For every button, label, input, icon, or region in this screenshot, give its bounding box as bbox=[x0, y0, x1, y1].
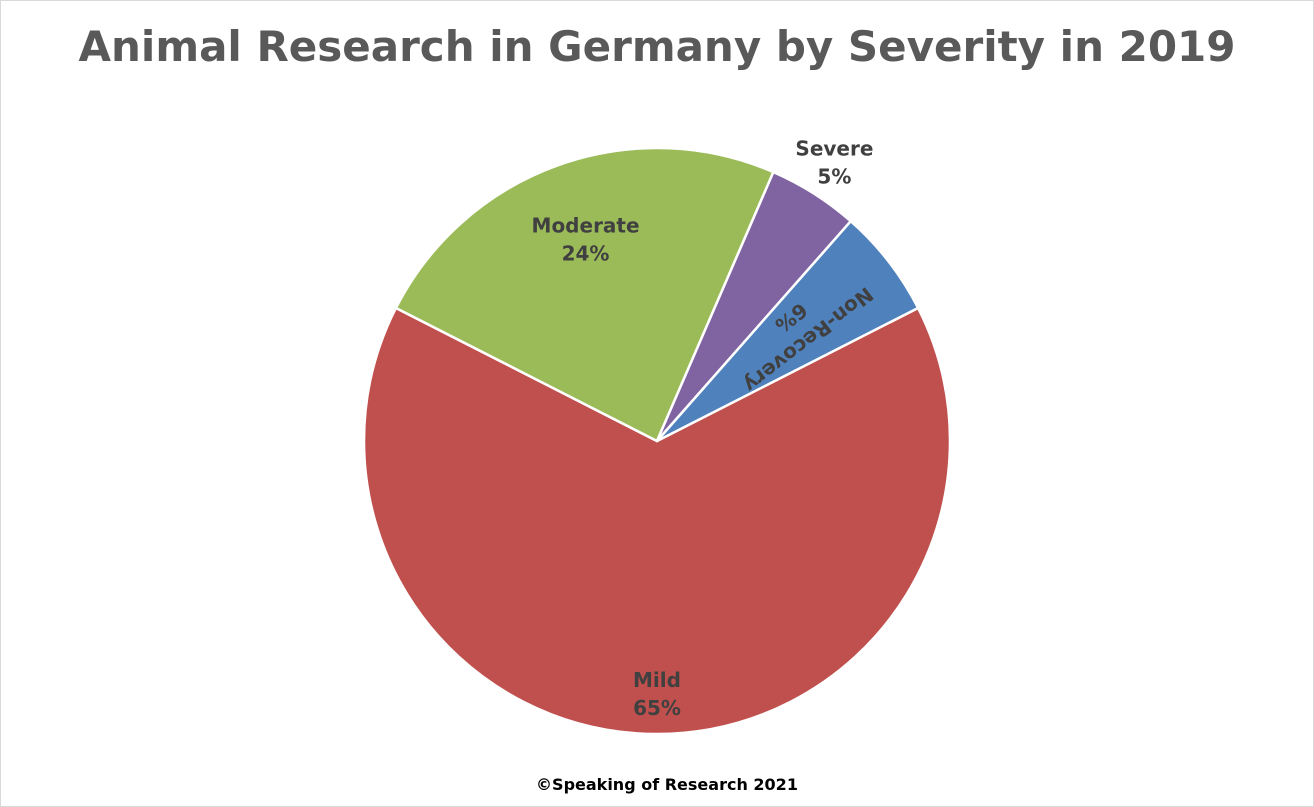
chart-title: Animal Research in Germany by Severity i… bbox=[78, 22, 1236, 71]
pie-label-category: Moderate bbox=[532, 214, 640, 238]
pie-label-percent: 5% bbox=[817, 164, 851, 188]
pie-slice-mild bbox=[362, 306, 952, 736]
pie-label-category: Severe bbox=[795, 136, 873, 160]
pie-label-severe: Severe 5% bbox=[795, 136, 873, 188]
pie-slice-moderate bbox=[394, 146, 775, 443]
pie-label-moderate: Moderate 24% bbox=[532, 214, 640, 266]
pie-label-category: Mild bbox=[633, 668, 681, 692]
pie-slice-non-recovery bbox=[655, 219, 920, 443]
pie-label-percent: 24% bbox=[562, 242, 610, 266]
copyright-note: ©Speaking of Research 2021 bbox=[536, 775, 798, 794]
pie-label-percent: 65% bbox=[633, 696, 681, 720]
pie-slices bbox=[362, 146, 952, 736]
pie-label-mild: Mild 65% bbox=[633, 668, 681, 720]
